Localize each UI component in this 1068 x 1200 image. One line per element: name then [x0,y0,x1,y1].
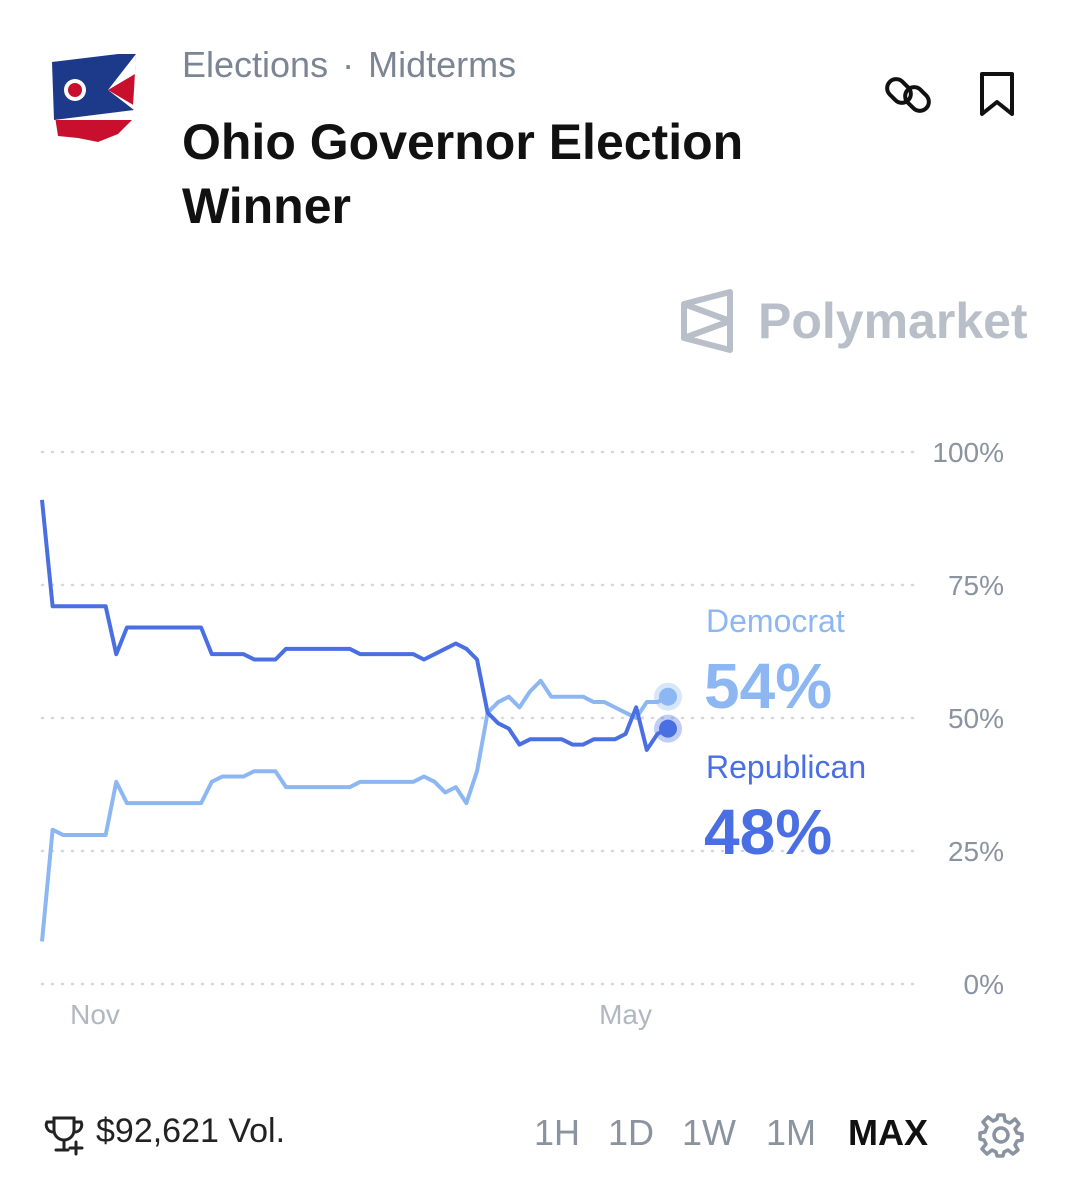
x-tick-label: May [599,999,652,1030]
legend-name: Republican [706,749,866,785]
y-tick-label: 25% [948,836,1004,867]
state-flag-icon [52,54,136,142]
legend-value: 54% [704,650,832,722]
breadcrumb-item[interactable]: Midterms [368,44,517,85]
link-button[interactable] [884,70,934,120]
y-tick-label: 50% [948,703,1004,734]
y-tick-label: 75% [948,570,1004,601]
breadcrumb: Elections · Midterms [182,44,516,86]
legend-value: 48% [704,796,832,868]
brand-name: Polymarket [758,293,1028,349]
chart: 0% 25% 50% 75% 100% Nov May Democrat 54% Republic… [40,437,1004,1030]
range-button[interactable]: 1M [766,1112,817,1153]
bookmark-button[interactable] [976,70,1018,120]
series-line [40,499,669,752]
y-tick-label: 100% [932,437,1004,468]
breadcrumb-item[interactable]: Elections [182,44,329,85]
market-title: Ohio Governor Election Winner [182,114,744,234]
legend-name: Democrat [706,603,845,639]
range-button[interactable]: 1H [534,1112,581,1153]
settings-button[interactable] [978,1112,1024,1158]
range-button[interactable]: 1D [608,1112,655,1153]
x-tick-label: Nov [70,999,120,1030]
separator: · [342,44,355,85]
trophy-icon [44,1116,84,1156]
series-line [40,678,669,942]
end-dot [659,687,677,706]
range-button[interactable]: 1W [682,1112,736,1153]
volume: $92,621 Vol. [96,1112,286,1150]
end-dot [659,719,677,738]
brand-logo [681,289,733,353]
range-button[interactable]: MAX [848,1112,928,1153]
y-tick-label: 0% [964,969,1004,1000]
